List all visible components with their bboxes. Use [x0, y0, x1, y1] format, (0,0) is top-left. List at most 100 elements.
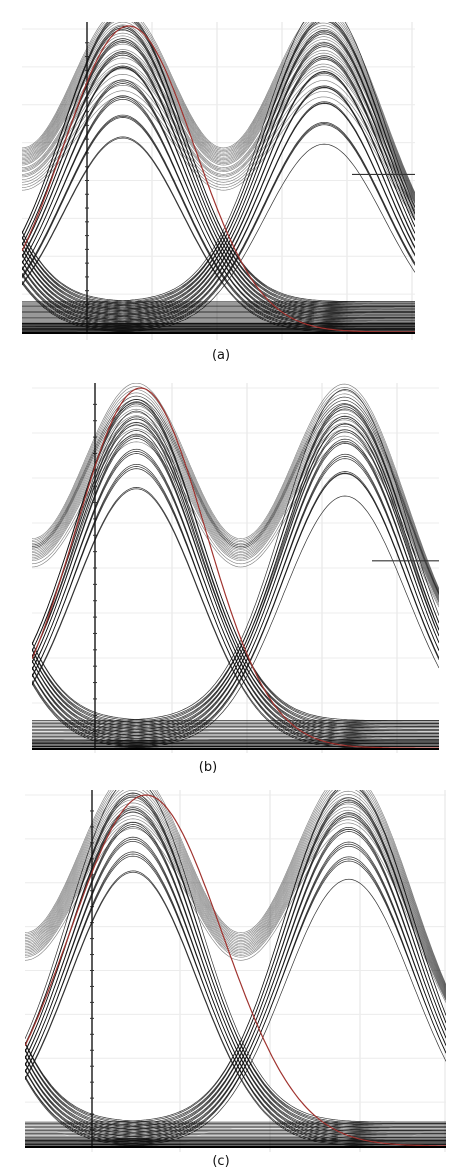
reference-curve: [25, 794, 446, 1147]
eye-trace: [22, 54, 415, 313]
eye-diagram-c-plot: [25, 790, 446, 1152]
eye-trace: [32, 421, 439, 602]
eye-trace: [32, 440, 439, 737]
eye-trace: [32, 441, 439, 608]
eye-trace: [22, 67, 415, 317]
eye-trace: [25, 790, 446, 1123]
eye-trace: [25, 871, 446, 1147]
eye-trace: [25, 816, 446, 1130]
eye-trace: [32, 443, 439, 736]
eye-trace: [25, 845, 446, 1138]
eye-trace: [32, 425, 439, 603]
eye-trace: [25, 801, 446, 1126]
eye-trace: [25, 878, 446, 1147]
eye-diagram-a: [22, 22, 415, 340]
eye-trace: [32, 408, 439, 723]
eye-trace: [32, 403, 439, 721]
eye-trace: [32, 399, 439, 594]
eye-trace: [25, 790, 446, 1124]
eye-trace: [22, 84, 415, 218]
eye-trace: [32, 448, 439, 742]
eye-trace: [22, 68, 415, 212]
eye-trace: [25, 811, 446, 1129]
eye-trace: [25, 793, 446, 992]
eye-trace: [25, 790, 446, 988]
eye-trace: [25, 831, 446, 1134]
eye-trace: [22, 71, 415, 318]
eye-diagram-c: [25, 790, 446, 1152]
eye-traces: [22, 22, 415, 333]
eye-trace: [32, 385, 439, 590]
eye-trace: [32, 389, 439, 721]
eye-trace: [32, 453, 439, 739]
eye-trace: [22, 22, 415, 195]
eye-trace: [22, 95, 415, 221]
eye-trace: [32, 405, 439, 596]
eye-trace: [25, 1069, 446, 1141]
eye-trace: [22, 83, 415, 321]
caption-b: (b): [198, 760, 218, 775]
eye-trace: [22, 41, 415, 310]
eye-trace: [22, 54, 415, 208]
eye-trace: [32, 495, 439, 749]
eye-trace: [25, 790, 446, 1123]
eye-trace: [25, 796, 446, 993]
eye-trace: [32, 383, 439, 589]
reference-curve: [22, 25, 415, 333]
eye-trace: [32, 423, 439, 727]
eye-trace: [22, 242, 415, 309]
eye-trace: [32, 418, 439, 726]
eye-trace: [22, 29, 415, 200]
eye-trace: [25, 796, 446, 1124]
eye-diagram-b-plot: [32, 383, 439, 753]
eye-trace: [25, 1055, 446, 1131]
eye-trace: [22, 22, 415, 303]
eye-trace: [22, 87, 415, 322]
eye-trace: [25, 840, 446, 1137]
eye-trace: [22, 274, 415, 328]
eye-trace: [25, 1062, 446, 1136]
eye-trace: [22, 22, 415, 304]
eye-trace: [22, 22, 415, 196]
eye-trace: [22, 29, 415, 306]
eye-trace: [32, 399, 439, 594]
eye-diagram-b: [32, 383, 439, 753]
eye-trace: [25, 818, 446, 1000]
eye-trace: [22, 22, 415, 193]
eye-trace: [32, 660, 439, 734]
eye-trace: [25, 790, 446, 985]
eye-trace: [22, 85, 415, 323]
eye-trace: [22, 22, 415, 194]
caption-c: (c): [212, 1154, 230, 1169]
eye-trace: [22, 40, 415, 204]
eye-trace: [25, 843, 446, 1140]
eye-trace: [25, 829, 446, 1136]
eye-trace: [22, 242, 415, 310]
eye-trace: [25, 1056, 446, 1133]
eye-trace: [32, 430, 439, 730]
eye-diagram-a-plot: [22, 22, 415, 340]
eye-trace: [32, 402, 439, 595]
eye-trace: [25, 790, 446, 989]
eye-trace: [22, 33, 415, 307]
eye-trace: [25, 1069, 446, 1140]
eye-trace: [32, 431, 439, 732]
eye-trace: [25, 870, 446, 1145]
eye-trace: [25, 841, 446, 1141]
eye-trace: [32, 392, 439, 592]
eye-trace: [32, 681, 439, 747]
eye-trace: [25, 790, 446, 987]
reference-curve: [32, 387, 439, 749]
eye-trace: [25, 856, 446, 1145]
eye-trace: [25, 826, 446, 1133]
caption-a: (a): [211, 348, 231, 363]
eye-trace: [25, 790, 446, 986]
eye-trace: [25, 812, 446, 998]
eye-traces: [32, 383, 439, 749]
eye-trace: [22, 27, 415, 199]
eye-trace: [22, 46, 415, 311]
eye-trace: [32, 395, 439, 593]
eye-trace: [22, 58, 415, 315]
eye-trace: [32, 389, 439, 591]
eye-trace: [22, 72, 415, 320]
